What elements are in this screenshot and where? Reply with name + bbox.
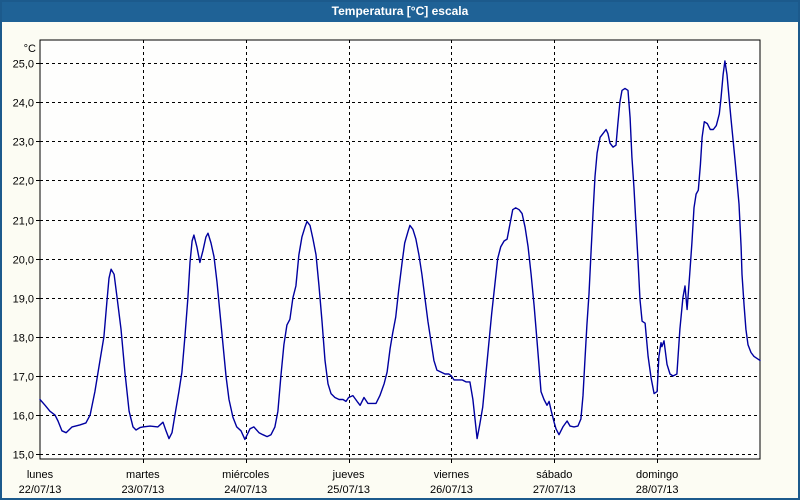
y-tick-label: 25,0 bbox=[13, 59, 34, 71]
window-title: Temperatura [°C] escala bbox=[331, 4, 469, 18]
x-day-label: miércoles bbox=[222, 469, 270, 481]
y-tick-label: 20,0 bbox=[13, 255, 34, 267]
x-day-label: sábado bbox=[536, 469, 572, 481]
y-tick-label: 19,0 bbox=[13, 294, 34, 306]
y-tick-label: 23,0 bbox=[13, 137, 34, 149]
y-tick-label: 16,0 bbox=[13, 411, 34, 423]
x-day-label: viernes bbox=[434, 469, 470, 481]
title-bar: Temperatura [°C] escala bbox=[0, 0, 800, 22]
x-date-label: 24/07/13 bbox=[224, 484, 267, 496]
y-tick-label: 18,0 bbox=[13, 333, 34, 345]
plot-area bbox=[39, 39, 761, 460]
x-day-label: jueves bbox=[332, 469, 365, 481]
x-date-label: 28/07/13 bbox=[636, 484, 679, 496]
y-tick-label: 22,0 bbox=[13, 176, 34, 188]
x-date-label: 25/07/13 bbox=[327, 484, 370, 496]
temperature-line bbox=[39, 60, 761, 441]
x-day-label: lunes bbox=[27, 469, 54, 481]
x-date-label: 27/07/13 bbox=[533, 484, 576, 496]
y-tick-label: 21,0 bbox=[13, 216, 34, 228]
y-tick-label: 17,0 bbox=[13, 372, 34, 384]
y-axis-unit-label: °C bbox=[24, 43, 36, 55]
y-tick-label: 15,0 bbox=[13, 450, 34, 462]
x-date-label: 26/07/13 bbox=[430, 484, 473, 496]
y-tick-label: 24,0 bbox=[13, 98, 34, 110]
x-day-label: martes bbox=[126, 469, 160, 481]
x-day-label: domingo bbox=[636, 469, 678, 481]
x-date-label: 22/07/13 bbox=[19, 484, 62, 496]
x-date-label: 23/07/13 bbox=[121, 484, 164, 496]
